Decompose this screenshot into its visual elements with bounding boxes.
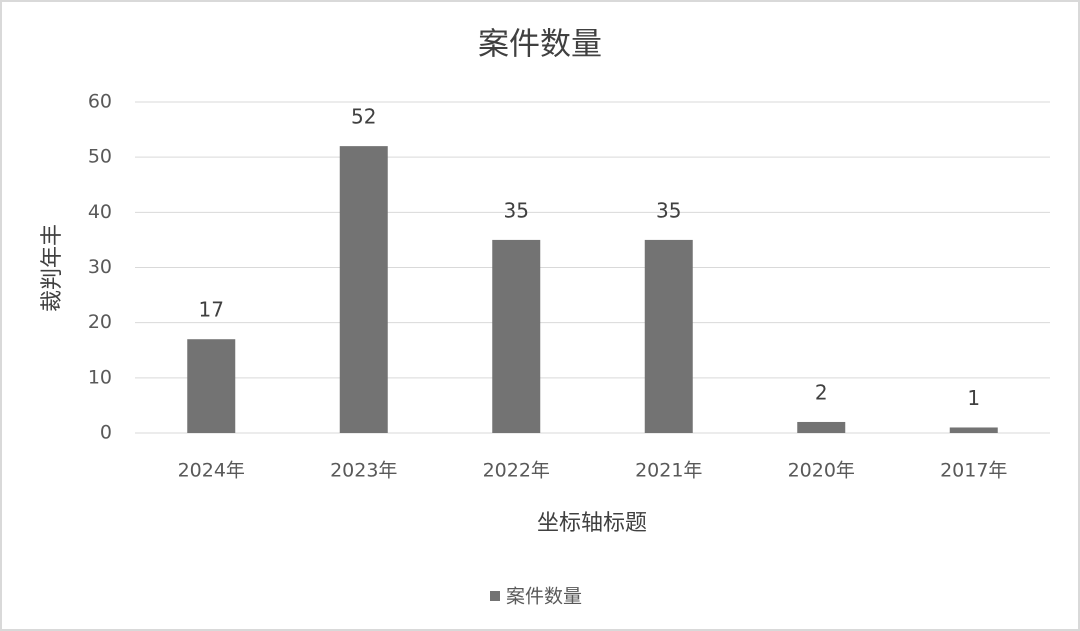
data-label: 52 [351, 105, 376, 129]
x-tick-label: 2024年 [178, 460, 245, 482]
y-tick-label: 60 [88, 91, 112, 113]
y-tick-label: 0 [100, 422, 112, 444]
x-tick-label: 2021年 [635, 460, 702, 482]
y-tick-label: 50 [88, 146, 112, 168]
bar [492, 239, 541, 433]
bar [797, 421, 846, 433]
legend-label: 案件数量 [506, 586, 582, 608]
y-tick-label: 30 [88, 256, 112, 278]
x-tick-label: 2020年 [788, 460, 855, 482]
legend-swatch [490, 591, 500, 601]
y-tick-label: 20 [88, 311, 112, 333]
bar [187, 339, 236, 433]
bar [949, 427, 998, 433]
x-tick-label: 2023年 [330, 460, 397, 482]
bar [339, 146, 388, 433]
data-label: 35 [504, 198, 529, 222]
y-tick-label: 40 [88, 201, 112, 223]
data-label: 2 [815, 380, 828, 404]
x-tick-label: 2017年 [940, 460, 1007, 482]
bar [644, 239, 693, 433]
y-tick-label: 10 [88, 366, 112, 388]
x-tick-label: 2022年 [483, 460, 550, 482]
data-label: 17 [199, 298, 224, 322]
data-label: 35 [656, 198, 681, 222]
chart-title: 案件数量 [478, 27, 602, 63]
data-label: 1 [967, 386, 980, 410]
x-axis-title: 坐标轴标题 [537, 511, 647, 536]
y-axis-title: 裁判年丰 [40, 224, 65, 312]
